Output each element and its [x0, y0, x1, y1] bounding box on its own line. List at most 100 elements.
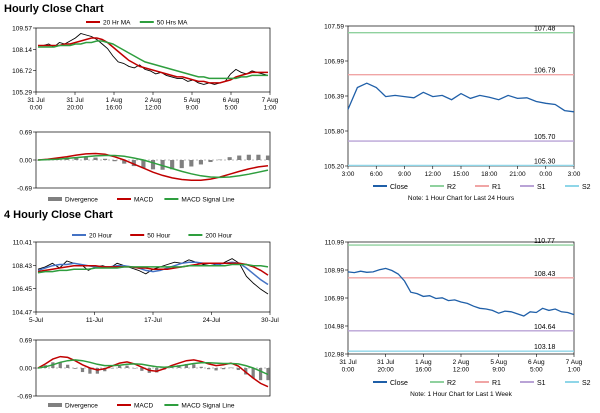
level-label-r1: 106.79 [534, 68, 556, 75]
legend-swatch-divergence [48, 403, 62, 407]
x-tick-label: 5 Aug 9:00 [184, 97, 201, 112]
divergence-bar [214, 368, 218, 371]
divergence-bar [35, 160, 41, 161]
divergence-bar [112, 160, 117, 162]
divergence-bar [103, 368, 107, 372]
series-line-close [38, 33, 269, 85]
divergence-bar [199, 366, 203, 368]
series-line-macd [37, 152, 269, 182]
divergence-bar [265, 155, 271, 160]
y-tick-label: 107.59 [324, 24, 344, 31]
divergence-bar [93, 157, 98, 160]
y-tick-label: 106.99 [324, 296, 344, 303]
divergence-bar [66, 364, 70, 368]
legend-label: S1 [537, 184, 546, 191]
series-line-20-hr-ma [38, 37, 268, 84]
legend-label: MACD [134, 197, 153, 204]
legend-swatch-divergence [48, 197, 62, 201]
divergence-bar [256, 154, 261, 160]
y-tick-label: 0.69 [19, 130, 32, 137]
divergence-bar [184, 363, 189, 368]
x-tick-label: 31 Jul 20:00 [377, 359, 395, 374]
hourly-macd-chart: 0.69 0.00 -0.69 Divergence MACD MACD Signal L… [17, 130, 271, 204]
divergence-bar [221, 368, 226, 370]
legend-label: Divergence [65, 403, 98, 410]
divergence-bar [229, 367, 233, 369]
x-tick-label: 1 Aug 16:00 [106, 97, 123, 112]
divergence-bar [227, 157, 232, 160]
divergence-bar [160, 160, 165, 170]
y-tick-label: 105.80 [324, 129, 344, 136]
legend-label: 200 Hour [205, 233, 233, 240]
divergence-bar [170, 160, 175, 170]
legend-label: 20 Hr MA [103, 20, 131, 27]
series-line-50-hour [37, 262, 269, 276]
x-tick-label: 9:00 [398, 171, 411, 178]
y-tick-label: 109.57 [12, 26, 32, 33]
divergence-bar [103, 158, 108, 160]
legend-label: S2 [582, 184, 591, 191]
divergence-bar [83, 157, 88, 160]
x-tick-label: 11-Jul [86, 317, 104, 324]
legend-label: 20 Hour [89, 233, 113, 240]
y-tick-label: 108.14 [12, 47, 32, 54]
divergence-bar [73, 368, 77, 369]
four-hourly-chart-title: 4 Hourly Close Chart [4, 209, 113, 221]
legend-label: Divergence [65, 197, 98, 204]
divergence-bar [208, 160, 213, 163]
divergence-bar [74, 157, 79, 160]
divergence-bar [237, 155, 242, 160]
legend-label: 50 Hour [147, 233, 171, 240]
y-tick-label: 108.43 [12, 263, 32, 270]
level-label-r2: 110.77 [534, 238, 555, 245]
series-line-close [347, 82, 575, 113]
divergence-bar [198, 160, 203, 165]
legend-label: Close [390, 380, 408, 387]
divergence-bar [110, 368, 114, 369]
x-tick-label: 17-Jul [144, 317, 162, 324]
x-tick-label: 5 Aug 9:00 [490, 359, 507, 374]
x-tick-label: 15:00 [453, 171, 470, 178]
y-tick-label: -0.69 [17, 394, 32, 401]
series-line-200-hour [37, 263, 269, 274]
x-tick-label: 30-Jul [261, 317, 279, 324]
four-hourly-macd-chart: 0.69 0.00 -0.69 Divergence MACD MACD Signal L… [17, 338, 271, 410]
divergence-bar [132, 368, 137, 369]
hourly-levels-chart: 107.59 106.99 106.39 105.80 105.20 107.48 106.… [324, 24, 591, 203]
y-tick-label: 102.98 [324, 352, 344, 359]
x-tick-label: 18:00 [481, 171, 498, 178]
level-label-r1: 108.43 [534, 271, 556, 278]
divergence-bar [140, 368, 144, 371]
x-tick-label: 6 Aug 5:00 [223, 97, 240, 112]
level-label-s1: 105.70 [534, 134, 556, 141]
x-tick-label: 12:00 [425, 171, 442, 178]
hourly-chart-title: Hourly Close Chart [4, 3, 104, 15]
divergence-bar [122, 160, 127, 164]
plot-frame [347, 25, 575, 167]
series-line-close [347, 267, 575, 317]
y-tick-label: 105.20 [324, 164, 344, 171]
x-tick-label: 1 Aug 16:00 [415, 359, 432, 374]
x-tick-label: 5-Jul [29, 317, 44, 324]
divergence-bar [150, 160, 156, 170]
divergence-bar [125, 365, 129, 368]
x-tick-label: 6:00 [370, 171, 383, 178]
four-hourly-price-chart: 110.41 108.43 106.45 104.475-Jul 11-Jul 17-Ju… [12, 233, 279, 325]
x-tick-label: 31 Jul 0:00 [27, 97, 45, 112]
divergence-bar [218, 159, 223, 161]
level-label-s2: 105.30 [534, 158, 556, 165]
divergence-bar [80, 368, 85, 373]
y-tick-label: 110.41 [13, 240, 33, 247]
legend-label: R1 [492, 184, 501, 191]
y-tick-label: 110.99 [325, 240, 345, 247]
y-tick-label: 106.72 [12, 68, 32, 75]
chart-note: Note: 1 Hour Chart for Last 24 Hours [408, 195, 515, 202]
y-tick-label: 108.99 [324, 268, 344, 275]
x-tick-label: 0:00 [539, 171, 552, 178]
x-tick-label: 6 Aug 5:00 [528, 359, 545, 374]
x-tick-label: 7 Aug 1:00 [262, 97, 279, 112]
divergence-bar [117, 365, 122, 368]
plot-frame [35, 241, 271, 313]
divergence-bar [131, 160, 136, 167]
divergence-bar [236, 368, 240, 371]
